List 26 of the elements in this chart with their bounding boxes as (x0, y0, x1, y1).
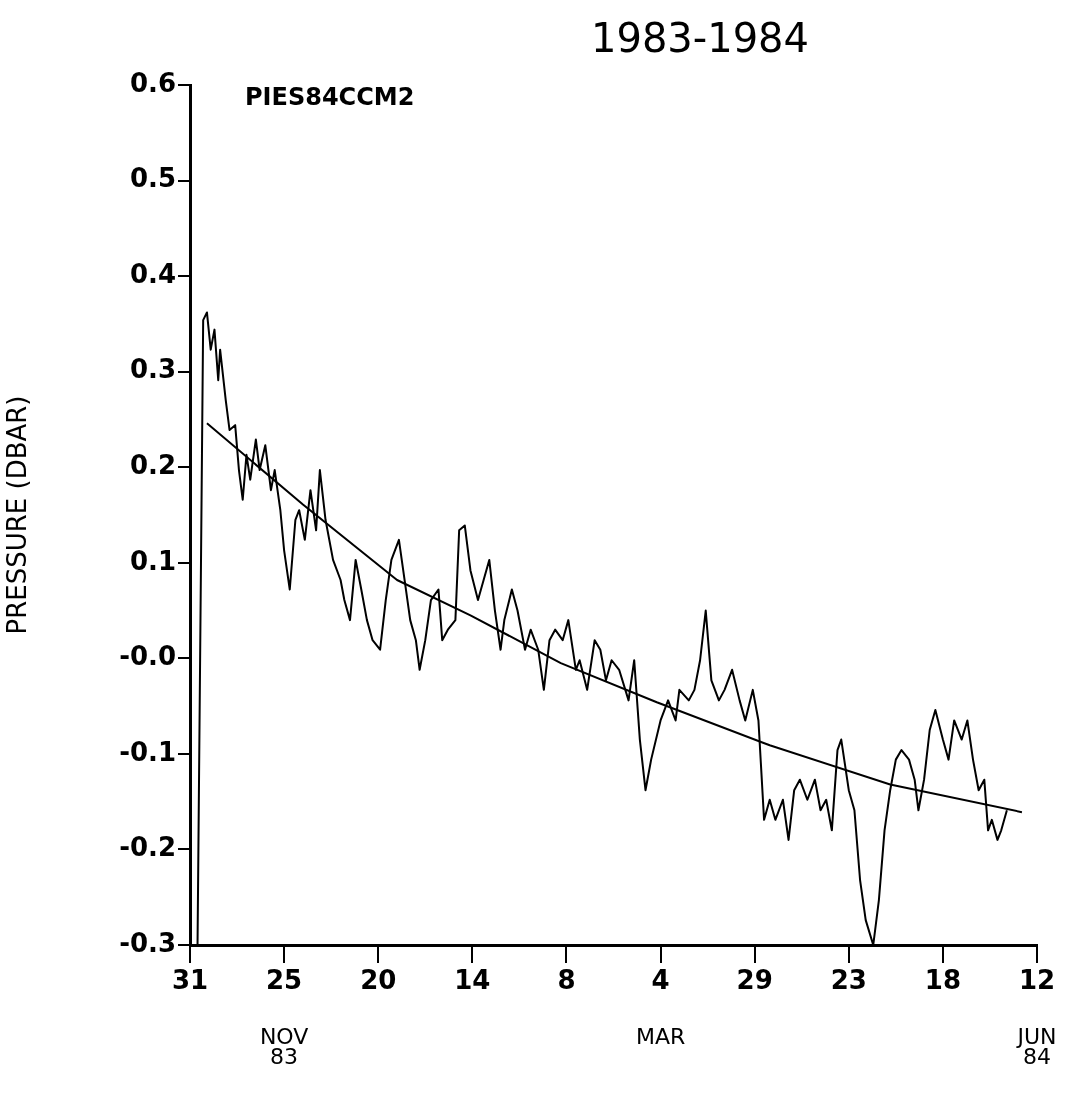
y-tick-label: -0.1 (119, 736, 176, 767)
x-tick-label: 14 (454, 965, 491, 996)
y-tick-label: 0.3 (129, 354, 176, 385)
text: NOV 83 (259, 1023, 309, 1069)
y-tick-label: 0.1 (129, 545, 176, 576)
y-tick-label: 0.5 (129, 163, 176, 194)
text: JUN 84 (1015, 1023, 1057, 1069)
x-tick-label: 23 (830, 965, 867, 996)
x-tick-label: 25 (266, 965, 303, 996)
y-tick-label: -0.3 (119, 927, 176, 958)
y-tick-label: -0.0 (119, 641, 176, 672)
x-tick-label: 12 (1018, 965, 1056, 996)
annotation: PIES84CCM2 (245, 83, 415, 112)
chart-title: 1983-1984 (590, 15, 810, 61)
x-tick-label: 4 (651, 965, 670, 996)
y-tick-label: -0.2 (119, 832, 176, 863)
x-tick-label: 29 (736, 965, 773, 996)
text: MAR (635, 1023, 686, 1049)
y-tick-label: 0.2 (129, 449, 176, 480)
x-tick-label: 31 (171, 965, 209, 996)
x-tick-label: 20 (360, 965, 397, 996)
x-tick-label: 18 (924, 965, 961, 996)
y-tick-label: 0.4 (129, 258, 176, 289)
y-axis-title: PRESSURE (DBAR) (2, 395, 33, 635)
x-tick-label: 8 (557, 965, 576, 996)
y-tick-label: 0.6 (129, 67, 176, 98)
